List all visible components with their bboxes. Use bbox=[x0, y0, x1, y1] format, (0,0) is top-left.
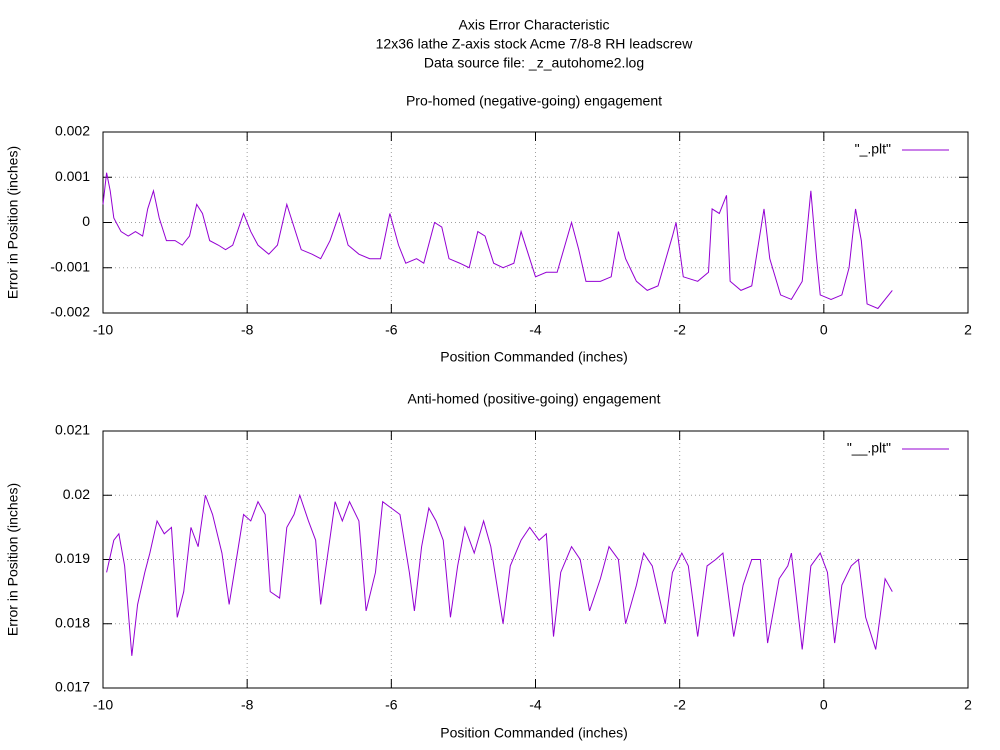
x-tick-label: 0 bbox=[820, 697, 828, 713]
x-tick-label: -2 bbox=[673, 697, 686, 713]
x-tick-label: -10 bbox=[93, 322, 113, 338]
chart-subtitle: 12x36 lathe Z-axis stock Acme 7/8-8 RH l… bbox=[376, 36, 694, 52]
x-tick-label: -10 bbox=[93, 697, 113, 713]
data-line bbox=[106, 493, 893, 656]
plot-title: Anti-homed (positive-going) engagement bbox=[408, 391, 661, 407]
plot-frame bbox=[102, 131, 969, 314]
x-tick-label: -6 bbox=[385, 697, 398, 713]
x-tick-label: -4 bbox=[529, 322, 542, 338]
legend-label: "_.plt" bbox=[855, 141, 891, 157]
y-tick-label: 0.021 bbox=[55, 422, 90, 438]
y-tick-label: 0.002 bbox=[55, 123, 90, 139]
x-tick-label: -8 bbox=[241, 697, 254, 713]
y-tick-label: -0.002 bbox=[50, 304, 90, 320]
x-tick-label: -4 bbox=[529, 697, 542, 713]
x-tick-label: -6 bbox=[385, 322, 398, 338]
x-tick-label: 2 bbox=[964, 322, 972, 338]
y-tick-label: 0.019 bbox=[55, 550, 90, 566]
y-tick-label: 0.017 bbox=[55, 679, 90, 695]
plot-frame bbox=[102, 430, 969, 689]
y-tick-label: -0.001 bbox=[50, 258, 90, 274]
y-tick-label: 0.001 bbox=[55, 168, 90, 184]
y-tick-label: 0.018 bbox=[55, 614, 90, 630]
legend-label: "__.plt" bbox=[847, 440, 891, 456]
x-tick-label: -2 bbox=[673, 322, 686, 338]
x-axis-label: Position Commanded (inches) bbox=[440, 725, 628, 741]
x-tick-label: 0 bbox=[820, 322, 828, 338]
x-tick-label: 2 bbox=[964, 697, 972, 713]
chart-title: Axis Error Characteristic bbox=[459, 17, 610, 33]
x-axis-label: Position Commanded (inches) bbox=[440, 349, 628, 365]
x-tick-label: -8 bbox=[241, 322, 254, 338]
plot-title: Pro-homed (negative-going) engagement bbox=[406, 93, 662, 109]
y-tick-label: 0.02 bbox=[63, 486, 90, 502]
chart-source: Data source file: _z_autohome2.log bbox=[424, 55, 644, 71]
y-axis-label: Error in Position (inches) bbox=[5, 483, 21, 636]
y-tick-label: 0 bbox=[82, 213, 90, 229]
data-line bbox=[102, 172, 893, 310]
y-axis-label: Error in Position (inches) bbox=[5, 146, 21, 299]
